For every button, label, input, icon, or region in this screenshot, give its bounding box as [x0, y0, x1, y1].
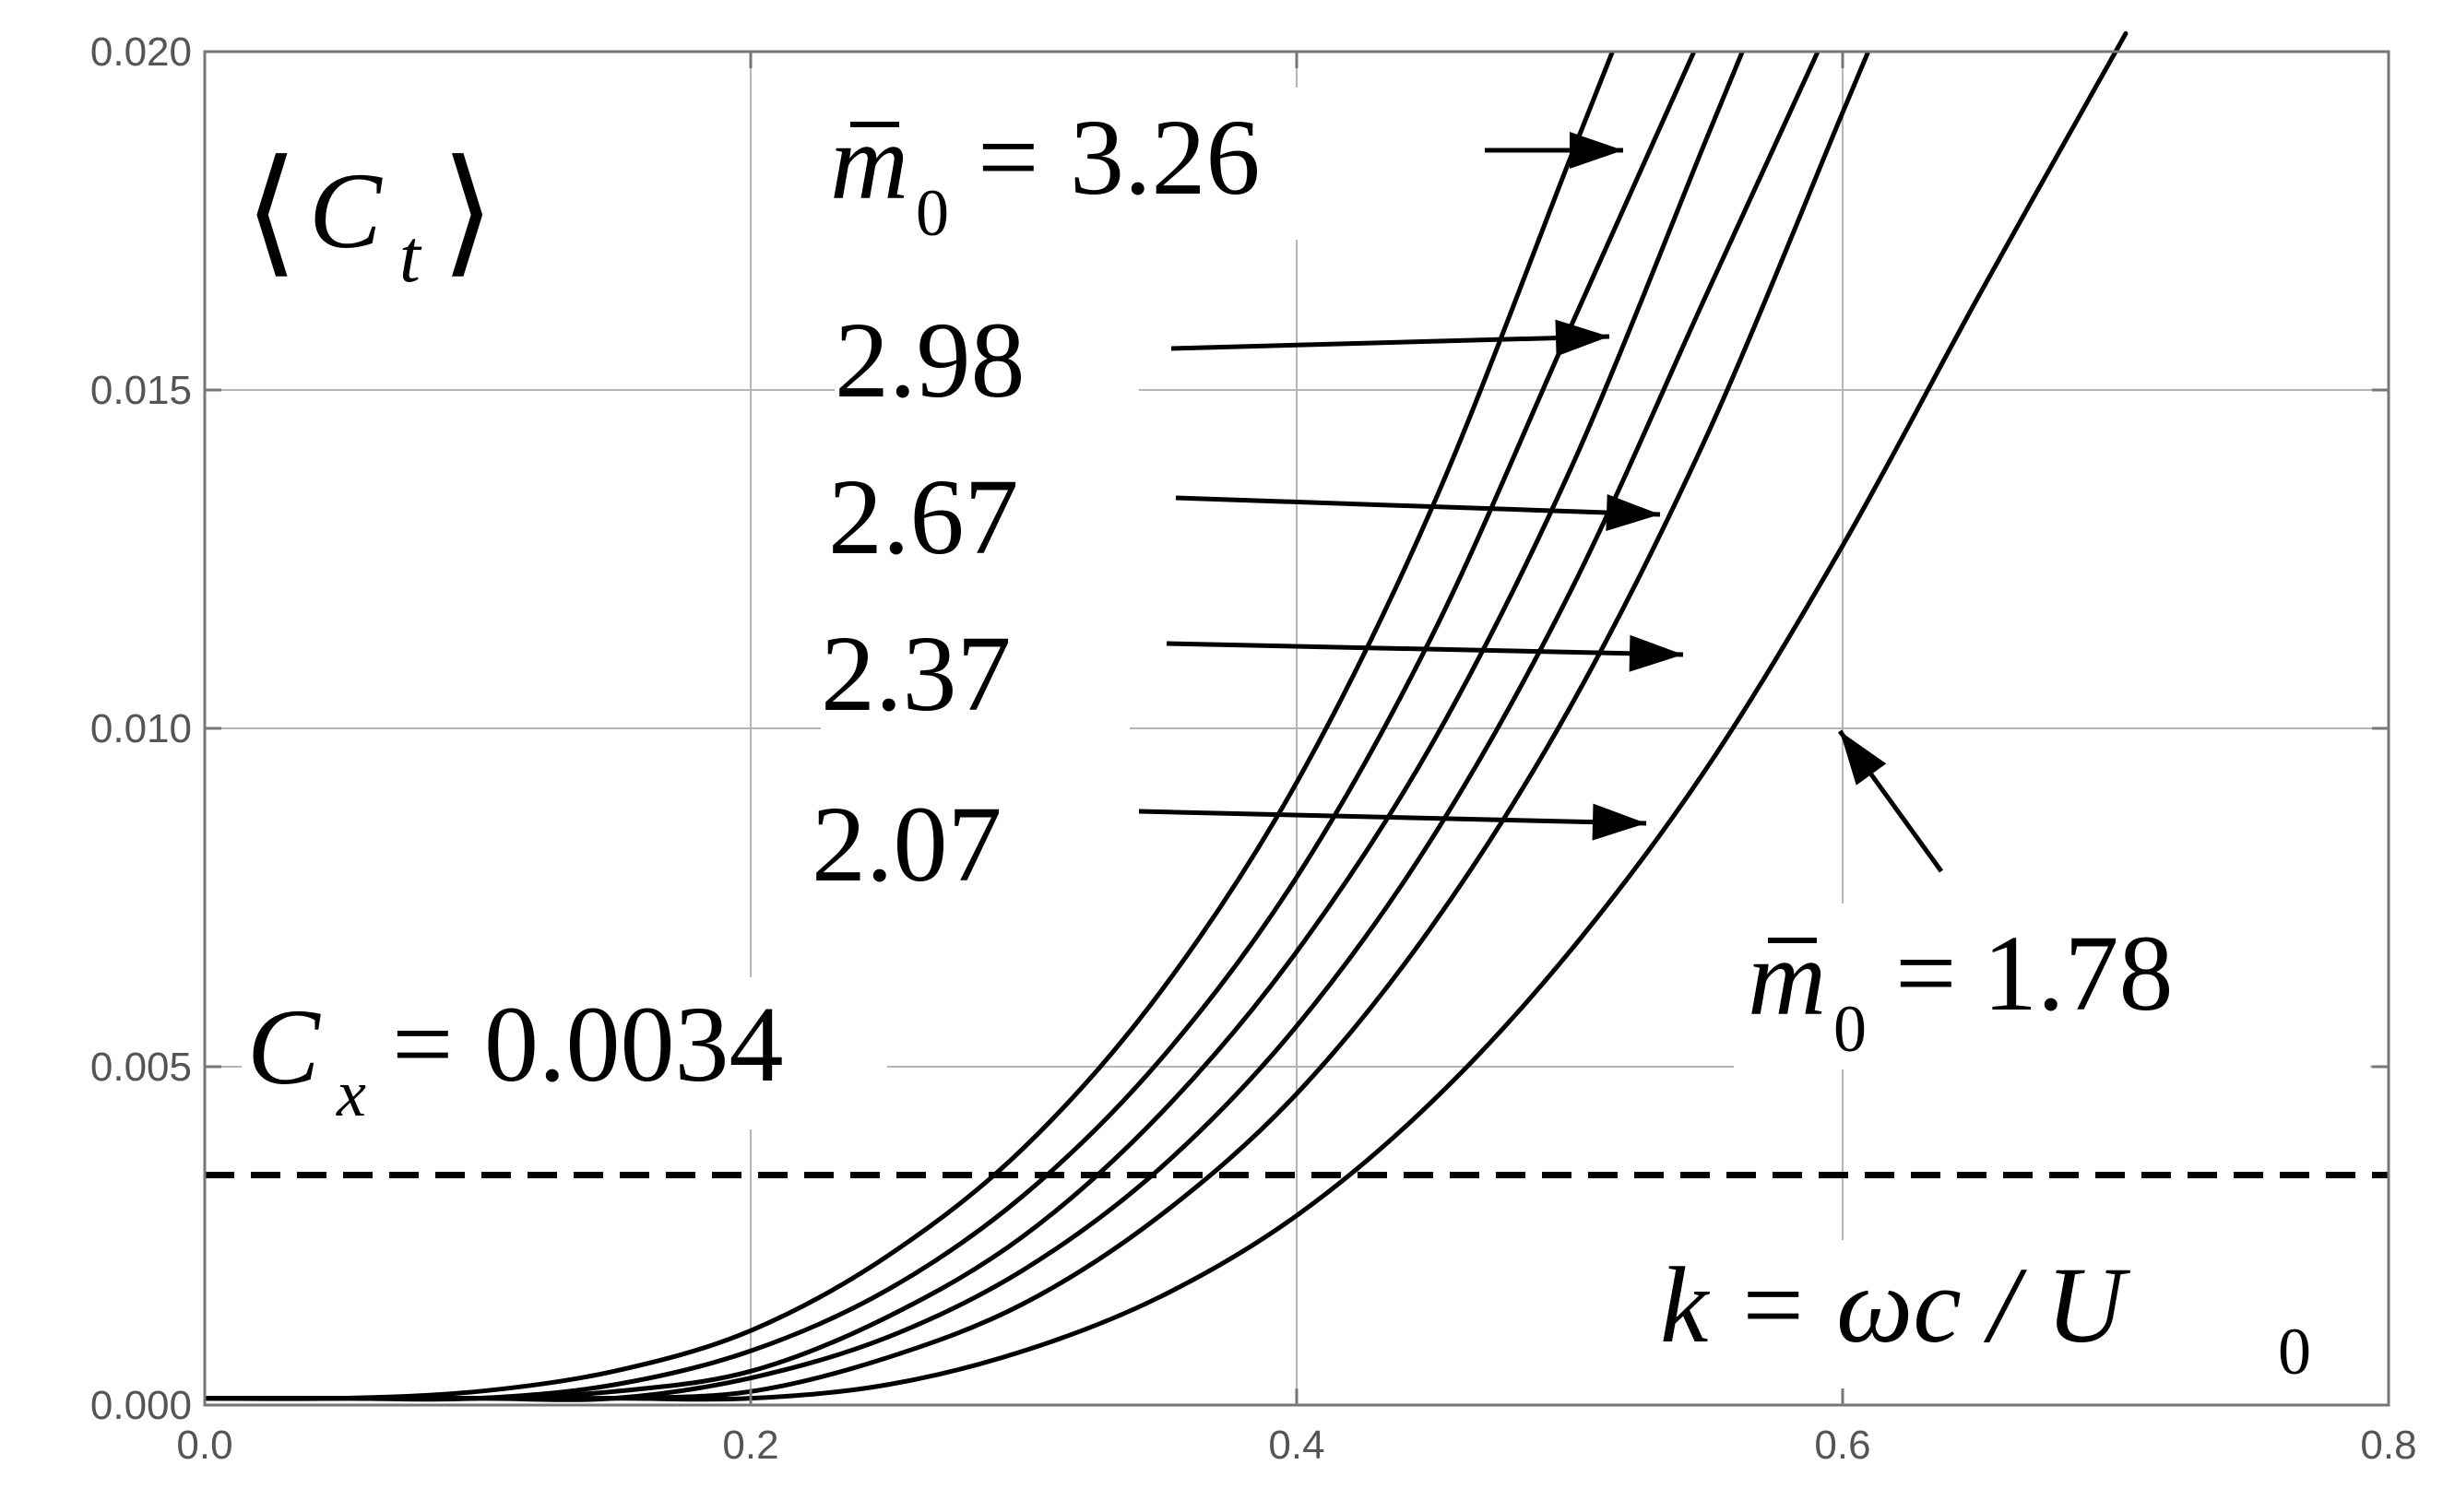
backdrop-237 — [821, 595, 1130, 733]
arrow-237-head — [1629, 634, 1683, 672]
curve-m0-326 — [204, 51, 1615, 1401]
y-label-C: C — [309, 150, 383, 271]
arrow-207-head — [1592, 803, 1646, 841]
y-label-sub: t — [399, 214, 422, 298]
arrow-178-head — [1840, 731, 1887, 786]
x-tick-label-1: 0.2 — [722, 1423, 778, 1468]
series-label-298: 2.98 — [835, 300, 1026, 420]
y-tick-label-1: 0.005 — [90, 1045, 192, 1090]
m0-symbol-178: m — [1748, 917, 1826, 1038]
x-label-sub: 0 — [2278, 1315, 2311, 1388]
cx-symbol: C — [247, 986, 321, 1107]
label-m0-178: m 0 = 1.78 — [1748, 913, 2174, 1066]
arrows — [1138, 132, 1944, 873]
cx-value: 0.0034 — [484, 984, 784, 1104]
x-label-text: k = ωc / U — [1660, 1245, 2130, 1365]
series-label-178: 1.78 — [1983, 913, 2174, 1034]
m0-symbol-326: m — [830, 101, 908, 222]
series-label-237: 2.37 — [821, 613, 1012, 734]
y-axis-label: ⟨ C t ⟩ — [244, 136, 495, 298]
equals-178: = — [1895, 913, 1957, 1034]
y-label-close-bracket: ⟩ — [441, 136, 495, 289]
arrow-298-head — [1555, 319, 1609, 357]
arrow-298-shaft — [1170, 334, 1610, 351]
x-tick-label-3: 0.6 — [1814, 1423, 1870, 1468]
series-label-207: 2.07 — [812, 784, 1002, 904]
backdrop-207 — [812, 756, 1121, 904]
x-axis-label: k = ωc / U 0 — [1660, 1245, 2311, 1388]
y-tick-label-0: 0.000 — [90, 1383, 192, 1428]
m0-sub-326: 0 — [916, 176, 949, 250]
y-tick-label-3: 0.015 — [90, 368, 192, 413]
arrow-267-shaft — [1175, 495, 1661, 517]
axis-ticks — [203, 50, 2390, 1407]
y-label-open-bracket: ⟨ — [244, 136, 299, 289]
x-tick-label-4: 0.8 — [2360, 1423, 2416, 1468]
backdrop-cx — [242, 977, 887, 1129]
tick-labels: 0.0 0.2 0.4 0.6 0.8 0.000 0.005 0.010 0.015 0.020 — [90, 30, 2417, 1468]
y-tick-label-2: 0.010 — [90, 706, 192, 751]
arrow-267-head — [1606, 494, 1660, 532]
series-label-267: 2.67 — [828, 456, 1019, 577]
x-tick-label-0: 0.0 — [176, 1423, 232, 1468]
series-label-326: 3.26 — [1070, 97, 1261, 218]
backdrop-298 — [835, 277, 1139, 424]
arrow-207-shaft — [1138, 809, 1647, 826]
x-tick-label-2: 0.4 — [1268, 1423, 1324, 1468]
label-backdrops — [242, 88, 2370, 1397]
label-m0-326: m 0 = 3.26 — [830, 97, 1261, 250]
m0-sub-178: 0 — [1833, 992, 1867, 1066]
curves — [204, 31, 2129, 1402]
y-tick-label-4: 0.020 — [90, 30, 192, 75]
cx-equals: = — [392, 984, 454, 1104]
backdrop-267 — [828, 433, 1137, 572]
equals-326: = — [978, 97, 1039, 218]
backdrop-178 — [1734, 904, 2370, 1069]
backdrop-k — [1651, 1240, 2370, 1397]
curve-m0-178 — [204, 31, 2129, 1402]
arrow-237-shaft — [1166, 641, 1684, 657]
backdrop-326 — [825, 88, 1471, 240]
label-cx: C x = 0.0034 — [247, 984, 784, 1130]
arrow-326-head — [1570, 132, 1623, 169]
cx-sub: x — [336, 1057, 366, 1130]
